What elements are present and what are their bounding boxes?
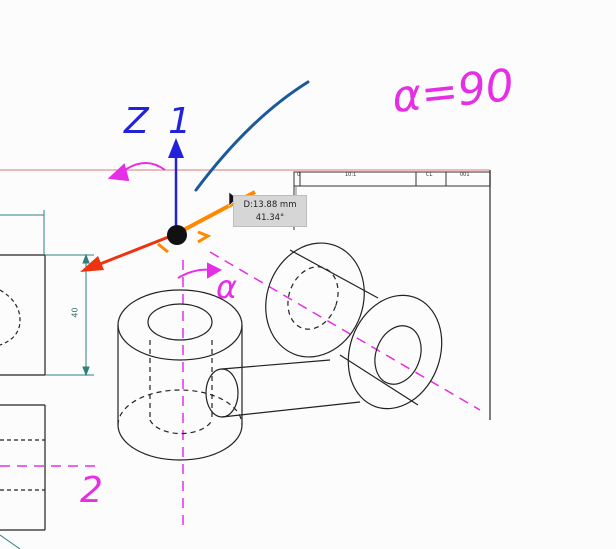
view-number-annotation: 2 [80,470,103,511]
dimension-value: 40 [70,307,80,318]
tooltip-distance: D:13.88 mm [243,200,297,210]
title-block-cell-2: 10:1 [345,172,357,178]
triad-origin-ball[interactable] [167,225,187,245]
front-view [0,254,46,531]
triad-z-axis[interactable] [168,138,184,232]
dimension-lines [0,210,94,549]
triad-x-axis[interactable] [80,232,177,272]
title-block-cell-4: 001 [460,172,470,178]
isometric-part [117,242,443,461]
tooltip-angle: 41.34° [255,213,285,223]
title-block-cell-3: CL [426,172,433,178]
rotation-arrow-top [107,162,166,182]
pen-stroke-arrow [194,80,310,192]
centerlines [0,251,481,530]
title-block [293,171,491,230]
title-block-cell-1: 0 [297,172,301,178]
measurement-tooltip: D:13.88 mm 41.34° [233,195,307,227]
z-axis-label: Z 1 [124,101,196,142]
alpha-angle-annotation: α [216,268,238,306]
rotation-arrow-alpha [177,262,223,279]
